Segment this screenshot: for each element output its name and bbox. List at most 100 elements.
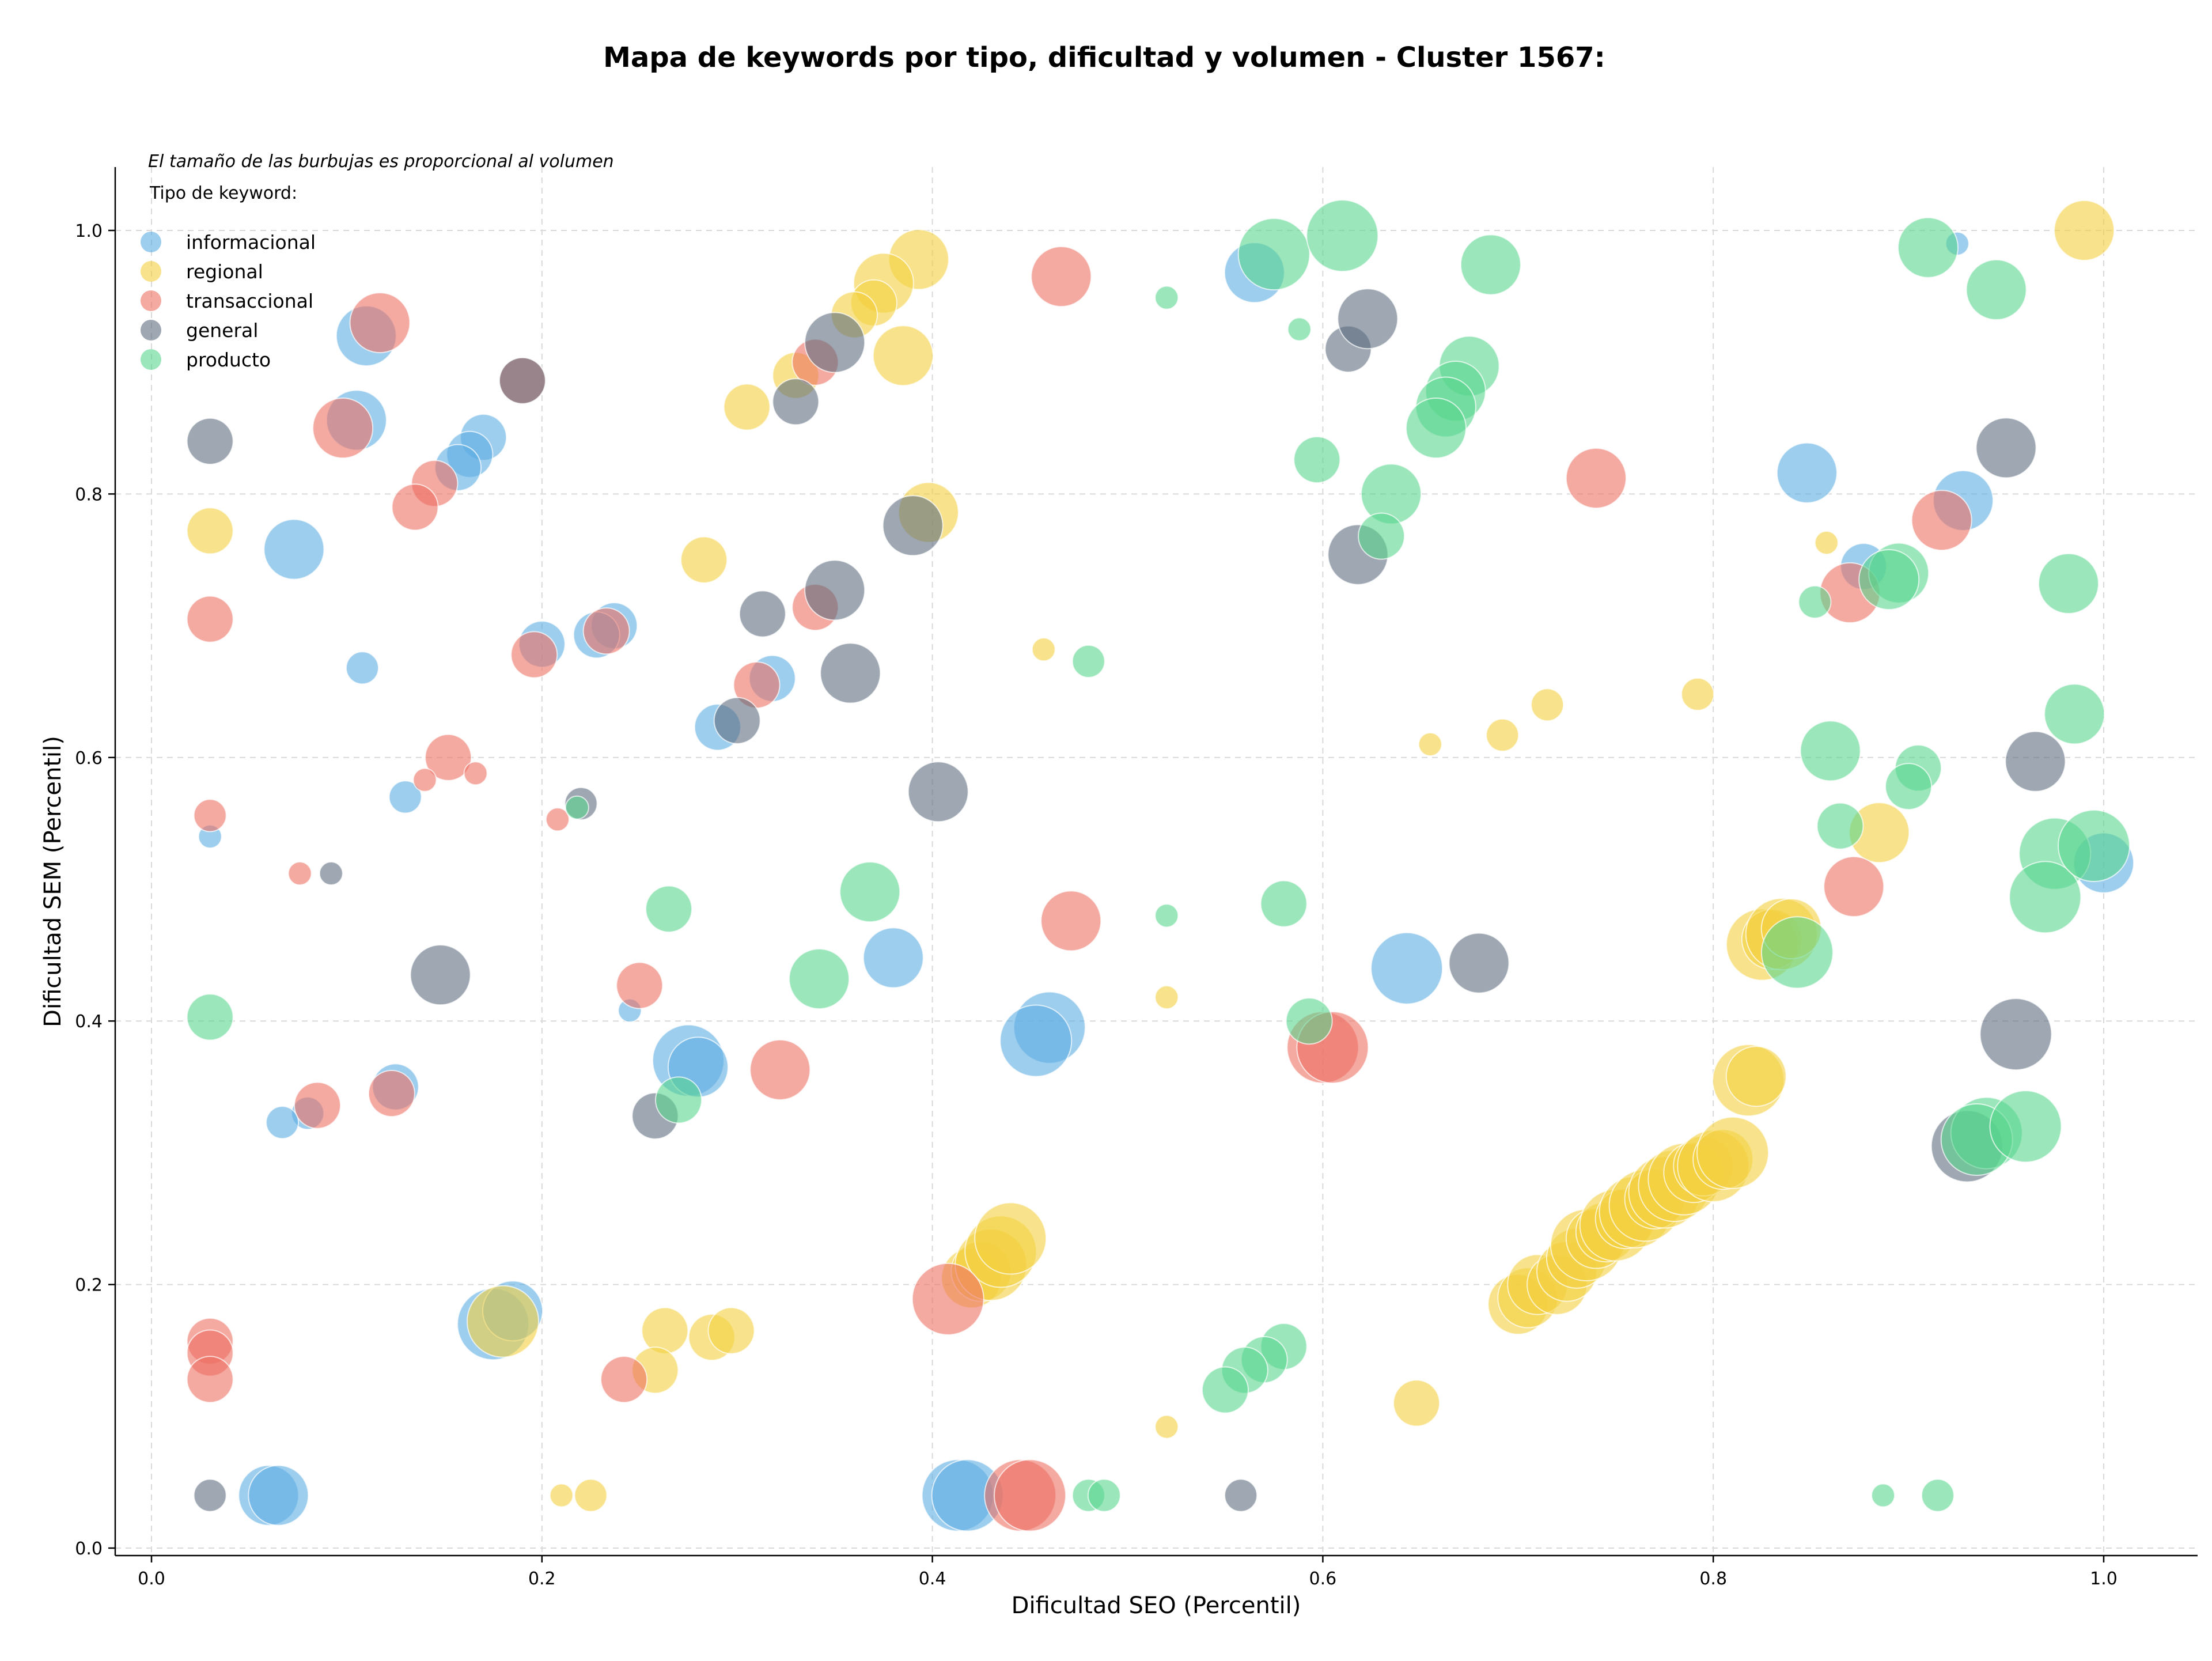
- bubble-regional: [1154, 985, 1179, 1010]
- bubble-transaccional: [911, 1262, 984, 1335]
- y-tick-label: 1.0: [75, 221, 103, 241]
- bubble-regional: [1418, 732, 1442, 756]
- bubble-producto: [2044, 683, 2105, 745]
- bubble-general: [193, 1478, 227, 1512]
- bubble-producto: [1154, 903, 1179, 928]
- x-tick-label: 0.8: [1699, 1569, 1727, 1589]
- bubble-producto: [789, 948, 850, 1010]
- bubble-regional: [1814, 531, 1839, 555]
- bubble-general: [738, 590, 786, 638]
- x-axis-label: Dificultad SEO (Percentil): [1012, 1592, 1301, 1619]
- bubble-producto: [1405, 398, 1467, 459]
- bubble-producto: [1293, 436, 1341, 483]
- bubble-regional: [1031, 637, 1056, 662]
- bubble-producto: [1306, 199, 1379, 273]
- bubble-regional: [723, 383, 771, 431]
- y-tick-label: 0.6: [75, 748, 103, 769]
- legend-marker-producto: [141, 349, 161, 370]
- bubble-transaccional: [545, 807, 570, 832]
- bubble-general: [2005, 731, 2066, 792]
- bubble-transaccional: [463, 761, 488, 786]
- bubble-transaccional: [1823, 856, 1885, 917]
- legend-label-producto: producto: [186, 349, 271, 371]
- legend-label-general: general: [186, 319, 258, 342]
- bubble-transaccional: [312, 398, 374, 459]
- bubble-transaccional: [186, 595, 234, 643]
- bubble-regional: [974, 1202, 1047, 1275]
- bubble-transaccional: [294, 1081, 342, 1129]
- bubble-transaccional: [425, 733, 472, 781]
- bubble-transaccional: [186, 1356, 234, 1403]
- bubble-transaccional: [412, 767, 437, 792]
- bubble-general: [772, 378, 820, 426]
- bubble-transaccional: [749, 1039, 811, 1100]
- bubble-informacional: [346, 651, 380, 685]
- bubble-regional: [574, 1478, 608, 1512]
- bubble-general: [907, 761, 969, 823]
- bubble-producto: [1460, 234, 1521, 296]
- bubble-producto: [2037, 553, 2099, 614]
- y-tick-label: 0.2: [75, 1276, 103, 1296]
- bubble-general: [410, 944, 471, 1006]
- bubble-transaccional: [287, 861, 312, 886]
- bubble-general: [1979, 998, 2052, 1071]
- x-tick-label: 0.2: [528, 1569, 556, 1589]
- bubble-producto: [839, 861, 901, 923]
- bubble-regional: [680, 536, 728, 584]
- x-tick-label: 0.4: [919, 1569, 946, 1589]
- bubble-producto: [1798, 585, 1832, 619]
- bubble-informacional: [1776, 442, 1838, 504]
- legend: informacional regional transaccional genera…: [141, 231, 316, 371]
- bubble-general: [804, 312, 866, 373]
- bubble-general: [820, 642, 881, 704]
- bubble-regional: [1725, 1046, 1787, 1107]
- bubble-producto: [1087, 1478, 1121, 1512]
- bubble-producto: [1965, 259, 2027, 320]
- y-tick-label: 0.0: [75, 1539, 103, 1559]
- bubble-producto: [1871, 1483, 1896, 1508]
- bubble-producto: [2058, 809, 2131, 883]
- bubble-transaccional: [582, 607, 630, 655]
- bubble-transaccional: [391, 483, 439, 531]
- bubble-informacional: [862, 927, 924, 989]
- bubble-regional: [2054, 200, 2115, 261]
- bubble-producto: [1071, 644, 1105, 678]
- bubble-regional: [549, 1483, 574, 1508]
- y-axis-label: Dificultad SEM (Percentil): [40, 736, 66, 1027]
- bubble-informacional: [266, 1106, 300, 1140]
- bubble-general: [319, 861, 343, 886]
- bubble-regional: [707, 1307, 755, 1354]
- bubble-producto: [2009, 861, 2082, 934]
- bubble-producto: [186, 993, 234, 1041]
- bubble-producto: [1201, 1366, 1249, 1414]
- bubble-transaccional: [368, 1069, 415, 1117]
- x-tick-label: 1.0: [2090, 1569, 2118, 1589]
- bubble-general: [186, 417, 234, 465]
- bubble-regional: [1681, 678, 1715, 712]
- bubble-transaccional: [600, 1356, 648, 1403]
- bubble-general: [1224, 1478, 1258, 1512]
- bubble-general: [498, 357, 546, 404]
- bubble-regional: [467, 1285, 540, 1358]
- bubble-producto: [1858, 549, 1920, 611]
- bubble-regional: [641, 1307, 689, 1354]
- bubble-regional: [1531, 688, 1565, 722]
- bubble-producto: [1237, 218, 1310, 291]
- legend-label-transaccional: transaccional: [186, 290, 313, 312]
- y-tick-label: 0.4: [75, 1012, 103, 1032]
- bubble-producto: [1287, 317, 1312, 342]
- data-points: [186, 199, 2134, 1532]
- bubble-transaccional: [1031, 246, 1092, 308]
- bubble-transaccional: [616, 962, 664, 1009]
- bubble-transaccional: [1911, 490, 1972, 551]
- bubble-producto: [1885, 763, 1933, 811]
- bubble-producto: [645, 885, 693, 933]
- bubble-informacional: [248, 1465, 309, 1526]
- bubble-producto: [1154, 285, 1179, 310]
- bubble-informacional: [999, 1004, 1073, 1077]
- bubble-general: [882, 495, 944, 557]
- bubble-producto: [1800, 720, 1861, 782]
- bubble-transaccional: [193, 799, 227, 833]
- legend-title: Tipo de keyword:: [149, 183, 297, 203]
